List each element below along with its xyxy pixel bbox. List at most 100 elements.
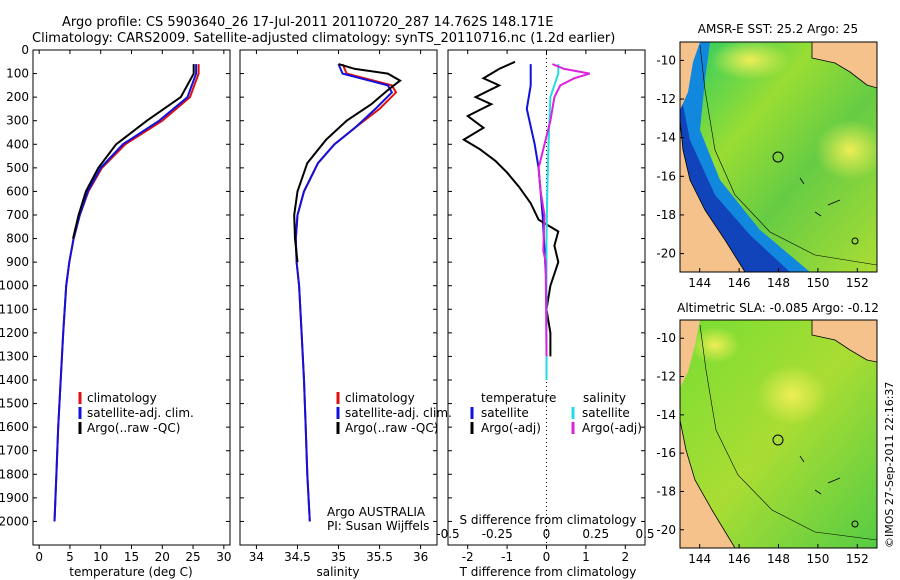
depth-tick-label: 2000 [0, 514, 29, 528]
x-tick-label: 0 [35, 550, 43, 564]
x-tick-label: 35 [331, 550, 346, 564]
s-tick-label: 0.5 [635, 527, 654, 541]
x-tick-label: 0 [543, 550, 551, 564]
series-line-t-argo-adj- [461, 60, 560, 357]
sla-shelf-contour [699, 324, 877, 541]
temperature-x-axis: 0 5 10 15 20 25 30 [35, 50, 231, 564]
difference-panel: -2 -1 0 1 2 -0.5 -0.25 0 0.25 0.5 S difference f… [436, 49, 655, 579]
legend-label-s-argo: Argo(-adj) [582, 421, 642, 435]
t-difference-label: T difference from climatology [459, 565, 637, 579]
depth-tick-label: 900 [6, 255, 29, 269]
station-marker [851, 520, 859, 528]
difference-series [461, 60, 591, 380]
temperature-xlabel: temperature (deg C) [69, 565, 192, 579]
x-tick-label: 30 [216, 550, 231, 564]
sla-high-patch [757, 365, 827, 425]
series-line-argo-raw-qc- [293, 63, 402, 263]
sla-longitude-axis: 144 146 148 150 152 [688, 544, 869, 566]
argo-position-marker [772, 151, 784, 163]
series-line-climatology [53, 64, 200, 522]
depth-tick-label: 1700 [0, 444, 29, 458]
sst-land [680, 120, 745, 272]
salinity-panel: 34 34.5 35 35.5 36 salinity climatology sate… [239, 49, 452, 579]
series-line-argo-raw-qc- [72, 64, 195, 239]
sst-shelf-contour [699, 44, 877, 266]
difference-x-axis: -2 -1 0 1 2 [462, 50, 629, 564]
depth-tick-label: 1800 [0, 467, 29, 481]
sla-land-png [811, 320, 877, 363]
lon-tick-label: 150 [806, 276, 829, 290]
depth-tick-label: 1200 [0, 326, 29, 340]
lon-tick-label: 144 [688, 552, 711, 566]
lon-tick-label: 146 [728, 276, 751, 290]
series-line-t-satellite [525, 64, 548, 286]
s-tick-label: -0.25 [482, 527, 513, 541]
legend-heading-salinity: salinity [583, 391, 626, 405]
lat-tick-label: -20 [656, 247, 676, 261]
sst-warm-patch [710, 42, 790, 80]
lat-tick-label: -14 [656, 131, 676, 145]
depth-tick-label: 200 [6, 90, 29, 104]
temperature-series [53, 64, 200, 522]
sla-high-patch [690, 327, 740, 363]
salinity-x-axis: 34 34.5 35 35.5 36 [249, 50, 428, 564]
legend-label-climatology: climatology [87, 391, 157, 405]
imos-credit: ©IMOS 27-Sep-2011 22:16:37 [883, 382, 896, 548]
lon-tick-label: 150 [806, 552, 829, 566]
sst-reef [799, 177, 841, 217]
s-tick-label: -0.5 [436, 527, 459, 541]
depth-tick-label: 1300 [0, 349, 29, 363]
lat-tick-label: -12 [656, 370, 676, 384]
s-tick-label: 0.25 [582, 527, 609, 541]
x-tick-label: 36 [413, 550, 428, 564]
series-line-satellite-adj-clim- [53, 64, 198, 522]
depth-tick-label: 500 [6, 161, 29, 175]
sst-warm-patch [815, 120, 877, 180]
temperature-axes [32, 49, 231, 546]
x-tick-label: 15 [124, 550, 139, 564]
salinity-depth-ticks [240, 49, 437, 522]
depth-tick-label: 0 [21, 43, 29, 57]
lat-tick-label: -12 [656, 92, 676, 106]
depth-tick-label: 1900 [0, 491, 29, 505]
salinity-xlabel: salinity [316, 565, 359, 579]
sla-map: Altimetric SLA: -0.085 Argo: -0.12 144 14… [656, 301, 879, 566]
x-tick-label: 1 [582, 550, 590, 564]
depth-tick-label: 1000 [0, 279, 29, 293]
lon-tick-label: 148 [767, 552, 790, 566]
sst-longitude-axis: 144 146 148 150 152 [688, 268, 869, 290]
lat-tick-label: -18 [656, 484, 676, 498]
temperature-legend: climatology satellite-adj. clim. Argo(..… [78, 391, 194, 435]
lat-tick-label: -16 [656, 169, 676, 183]
x-tick-label: 2 [621, 550, 629, 564]
depth-tick-label: 1600 [0, 420, 29, 434]
series-line-s-argo-adj- [537, 63, 591, 357]
difference-legend: temperature salinity satellite Argo(-adj… [470, 391, 642, 435]
x-tick-label: 25 [185, 550, 200, 564]
s-difference-ticks: -0.5 -0.25 0 0.25 0.5 [436, 527, 654, 541]
sla-land-north [680, 320, 700, 388]
sla-land [680, 420, 735, 548]
title-line-1: Argo profile: CS 5903640_26 17-Jul-2011 … [62, 15, 553, 30]
salinity-axes [239, 49, 438, 546]
sst-latitude-axis: -10 -12 -14 -16 -18 -20 [656, 53, 684, 261]
legend-label-argo: Argo(..raw -QC) [87, 421, 180, 435]
difference-depth-ticks [448, 49, 645, 522]
depth-axis: 0 100 200 300 400 500 600 700 800 900 1000 1100 1200… [0, 43, 230, 528]
legend-label-satellite: satellite-adj. clim. [345, 406, 452, 420]
sst-coastline [680, 119, 746, 272]
s-tick-label: 0 [543, 527, 551, 541]
depth-tick-label: 1100 [0, 302, 29, 316]
lat-tick-label: -20 [656, 523, 676, 537]
depth-tick-label: 700 [6, 208, 29, 222]
title-line-2: Climatology: CARS2009. Satellite-adjuste… [32, 31, 615, 46]
argo-position-marker [772, 434, 784, 446]
legend-heading-temperature: temperature [481, 391, 556, 405]
depth-tick-label: 800 [6, 232, 29, 246]
series-line-satellite-adj-clim- [294, 63, 394, 522]
x-tick-label: -2 [462, 550, 474, 564]
depth-tick-label: 400 [6, 137, 29, 151]
sst-map-field [680, 42, 877, 272]
legend-label-argo: Argo(..raw -QC) [345, 421, 438, 435]
